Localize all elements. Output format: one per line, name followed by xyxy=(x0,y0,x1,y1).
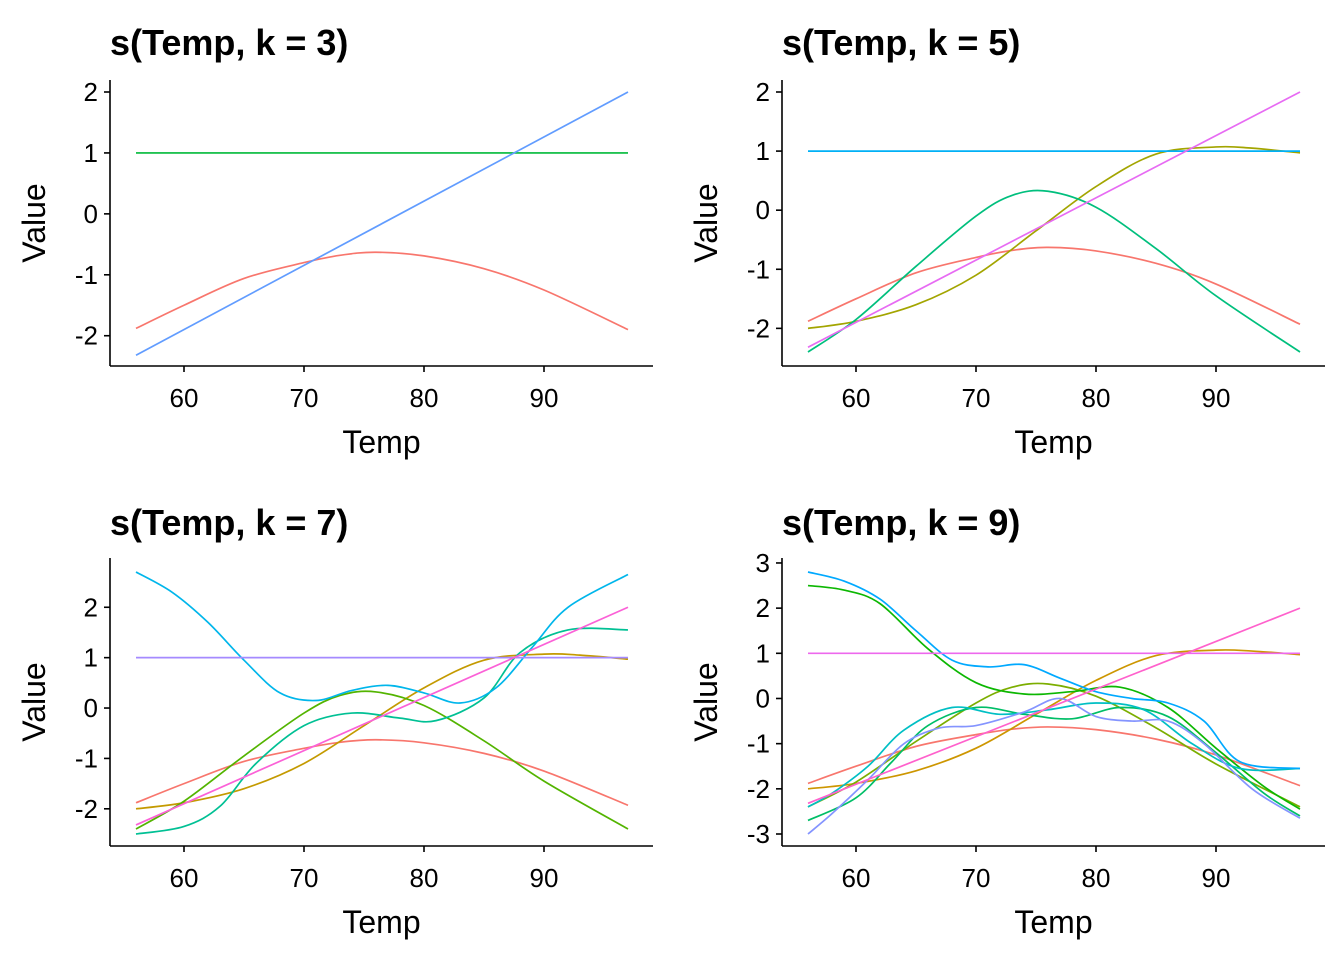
y-tick-label: -1 xyxy=(747,729,770,759)
series-line-7 xyxy=(807,571,1301,770)
panel-title: s(Temp, k = 7) xyxy=(110,502,348,543)
series-line-4 xyxy=(807,584,1301,810)
panel-4: s(Temp, k = 9) -3 -2 -1 0 1 2 3 60 70 80 90 Temp Valu… xyxy=(688,502,1325,940)
y-axis-title: Value xyxy=(688,662,724,741)
x-tick-label: 80 xyxy=(410,383,439,413)
y-tick-label: 2 xyxy=(756,77,770,107)
y-axis-title: Value xyxy=(16,183,52,262)
series-line-2 xyxy=(807,145,1301,330)
panel-title: s(Temp, k = 5) xyxy=(782,22,1020,63)
y-tick-label: 0 xyxy=(84,199,98,229)
panel-title: s(Temp, k = 9) xyxy=(782,502,1020,543)
y-tick-label: 1 xyxy=(756,638,770,668)
series-line-5 xyxy=(807,91,1301,349)
y-tick-label: 2 xyxy=(84,592,98,622)
x-axis-title: Temp xyxy=(342,424,420,460)
series-line-5 xyxy=(807,706,1301,822)
y-tick-label: -2 xyxy=(75,321,98,351)
x-tick-label: 80 xyxy=(1082,863,1111,893)
x-tick-label: 70 xyxy=(290,863,319,893)
series-line-3 xyxy=(135,91,629,356)
series-line-8 xyxy=(807,697,1301,835)
x-tick-label: 70 xyxy=(962,863,991,893)
y-tick-label: 0 xyxy=(756,195,770,225)
y-tick-label: 0 xyxy=(84,693,98,723)
y-tick-label: -2 xyxy=(747,313,770,343)
x-tick-label: 60 xyxy=(170,383,199,413)
y-tick-label: 2 xyxy=(84,77,98,107)
series-line-3 xyxy=(135,690,629,830)
x-tick-label: 90 xyxy=(530,383,559,413)
y-tick-label: 3 xyxy=(756,548,770,578)
y-tick-label: -1 xyxy=(747,254,770,284)
y-tick-label: -2 xyxy=(75,794,98,824)
x-tick-label: 60 xyxy=(842,863,871,893)
x-axis-title: Temp xyxy=(1014,904,1092,940)
y-tick-label: -2 xyxy=(747,774,770,804)
series-line-4 xyxy=(135,627,629,835)
y-tick-label: -1 xyxy=(75,260,98,290)
series-line-2 xyxy=(807,649,1301,790)
x-tick-label: 90 xyxy=(530,863,559,893)
x-tick-label: 80 xyxy=(1082,383,1111,413)
panel-title: s(Temp, k = 3) xyxy=(110,22,348,63)
panel-2: s(Temp, k = 5) -2 -1 0 1 2 60 70 80 90 Temp Value xyxy=(688,22,1325,460)
x-tick-label: 80 xyxy=(410,863,439,893)
series-line-1 xyxy=(135,738,629,807)
y-tick-label: -3 xyxy=(747,819,770,849)
series-line-1 xyxy=(135,251,629,331)
series-line-1 xyxy=(807,726,1301,787)
x-axis-title: Temp xyxy=(1014,424,1092,460)
y-tick-label: 1 xyxy=(84,138,98,168)
x-tick-label: 70 xyxy=(290,383,319,413)
y-tick-label: -1 xyxy=(75,743,98,773)
series-line-1 xyxy=(807,246,1301,325)
y-tick-label: 0 xyxy=(756,683,770,713)
y-axis-title: Value xyxy=(16,662,52,741)
y-tick-label: 2 xyxy=(756,593,770,623)
x-tick-label: 90 xyxy=(1202,863,1231,893)
x-tick-label: 60 xyxy=(170,863,199,893)
panel-3: s(Temp, k = 7) -2 -1 0 1 2 60 70 80 90 Temp Value xyxy=(16,502,653,940)
x-tick-label: 70 xyxy=(962,383,991,413)
y-axis-title: Value xyxy=(688,183,724,262)
series-line-10 xyxy=(807,607,1301,805)
series-line-5 xyxy=(135,571,629,704)
y-tick-label: 1 xyxy=(84,643,98,673)
series-line-2 xyxy=(135,652,629,810)
x-tick-label: 60 xyxy=(842,383,871,413)
series-line-7 xyxy=(135,606,629,826)
x-tick-label: 90 xyxy=(1202,383,1231,413)
x-axis-title: Temp xyxy=(342,904,420,940)
y-tick-label: 1 xyxy=(756,136,770,166)
series-line-3 xyxy=(807,189,1301,353)
panel-1: s(Temp, k = 3) -2 -1 0 1 2 60 70 80 90 Temp Value xyxy=(16,22,653,460)
series-line-3 xyxy=(807,682,1301,808)
